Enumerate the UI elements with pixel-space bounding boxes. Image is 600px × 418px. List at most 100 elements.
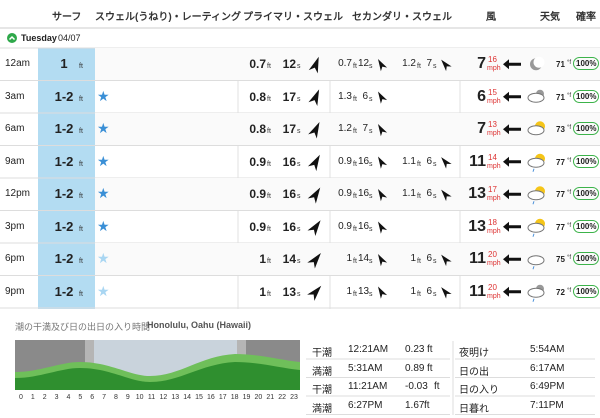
- wind-gust: 13: [488, 120, 497, 130]
- unit: ft: [79, 95, 83, 103]
- swell-period: 16: [282, 154, 296, 169]
- wind-gust: 17: [488, 185, 497, 195]
- tide-height: 0.89: [405, 362, 425, 374]
- tide-height: -0.03: [405, 381, 428, 392]
- unit: ft: [417, 160, 421, 168]
- unit: mph: [487, 130, 501, 138]
- wind-arrow: [503, 156, 521, 167]
- surf: 1-2: [54, 186, 74, 202]
- tide-title: 潮の干満及び日の出日の入り時間: [15, 322, 151, 332]
- swell-period: 6: [426, 253, 432, 265]
- wind-arrow: [503, 254, 521, 265]
- temperature: 77: [556, 222, 565, 232]
- unit: mph: [487, 260, 501, 268]
- unit: °f: [567, 222, 572, 229]
- surf: 1: [60, 56, 68, 72]
- unit: s: [433, 160, 437, 168]
- unit: ft: [417, 193, 421, 201]
- unit: s: [297, 128, 301, 136]
- unit: s: [369, 225, 373, 233]
- wind-speed: 6: [477, 87, 486, 105]
- unit: s: [433, 258, 437, 266]
- tide-type: 干潮: [312, 348, 332, 359]
- unit: ft: [79, 290, 83, 298]
- time: 6pm: [5, 253, 25, 265]
- swell-height: 1.2: [338, 123, 352, 135]
- hour-label: 1: [30, 394, 35, 401]
- swell-period: 17: [282, 122, 296, 137]
- swell-period: 12: [282, 57, 296, 72]
- unit: °f: [567, 125, 572, 132]
- probability: 100%: [573, 154, 600, 168]
- column-header: プライマリ・スウェル: [243, 12, 343, 23]
- unit: s: [297, 95, 301, 103]
- swell-height: 0.8: [249, 89, 266, 104]
- unit: s: [297, 290, 301, 298]
- swell-period: 7: [426, 58, 432, 70]
- sun-label: 日暮れ: [459, 403, 489, 415]
- wind-speed: 13: [468, 217, 486, 235]
- unit: s: [433, 193, 437, 201]
- time: 12am: [5, 58, 31, 70]
- hour-label: 3: [54, 394, 59, 401]
- unit: ft: [79, 193, 83, 201]
- probability: 100%: [573, 219, 600, 233]
- unit: ft: [267, 290, 271, 298]
- hour-label: 20: [254, 394, 263, 401]
- hour-label: 13: [171, 394, 180, 401]
- swell-height: 1: [346, 285, 352, 297]
- unit: ft: [267, 193, 271, 201]
- unit: mph: [487, 292, 501, 300]
- temperature: 71: [556, 92, 565, 102]
- wind-arrow: [503, 221, 521, 232]
- unit: ft: [434, 381, 440, 392]
- probability: 100%: [573, 252, 600, 266]
- swell-height: 1.1: [402, 155, 416, 167]
- sun-time: 6:17AM: [530, 362, 565, 374]
- hour-label: 21: [266, 394, 275, 401]
- direction-arrow: [378, 156, 388, 169]
- unit: s: [297, 258, 301, 266]
- direction-arrow: [307, 285, 322, 301]
- wind-speed: 7: [477, 55, 486, 73]
- swell-period: 17: [282, 89, 296, 104]
- wind-gust: 16: [488, 55, 497, 65]
- tide-area: [15, 362, 300, 390]
- hour-label: 17: [218, 394, 227, 401]
- hour-label: 15: [195, 394, 203, 401]
- hour-label: 9: [125, 394, 130, 401]
- unit: ft: [353, 290, 357, 298]
- hour-label: 8: [113, 394, 118, 401]
- direction-arrow: [307, 187, 321, 204]
- hour-label: 5: [78, 394, 83, 401]
- unit: s: [369, 290, 373, 298]
- unit: °f: [567, 287, 572, 294]
- unit: ft: [267, 225, 271, 233]
- surf: 1-2: [54, 218, 74, 234]
- weather-icon: [527, 125, 545, 136]
- wind-speed: 11: [469, 250, 486, 268]
- weather-icon: [532, 298, 535, 302]
- swell-period: 16: [282, 219, 296, 234]
- weather-icon: [532, 233, 535, 237]
- direction-arrow: [441, 59, 452, 72]
- hour-label: 18: [230, 394, 239, 401]
- unit: s: [297, 225, 301, 233]
- wind-gust: 18: [488, 217, 497, 227]
- wind-speed: 13: [468, 185, 486, 203]
- temperature: 77: [556, 157, 565, 167]
- direction-arrow: [378, 124, 388, 137]
- tide-time: 12:21AM: [348, 344, 389, 355]
- surf: 1-2: [54, 121, 74, 137]
- unit: s: [369, 193, 373, 201]
- tide-time: 11:21AM: [348, 381, 388, 392]
- unit: mph: [487, 97, 501, 105]
- weather-icon: [527, 92, 545, 103]
- column-header: 天気: [540, 12, 560, 23]
- column-header: スウェル(うねり)・レーティング: [95, 12, 242, 23]
- direction-arrow: [441, 254, 452, 267]
- unit: mph: [487, 65, 501, 73]
- unit: ft: [79, 258, 83, 266]
- unit: mph: [487, 162, 501, 170]
